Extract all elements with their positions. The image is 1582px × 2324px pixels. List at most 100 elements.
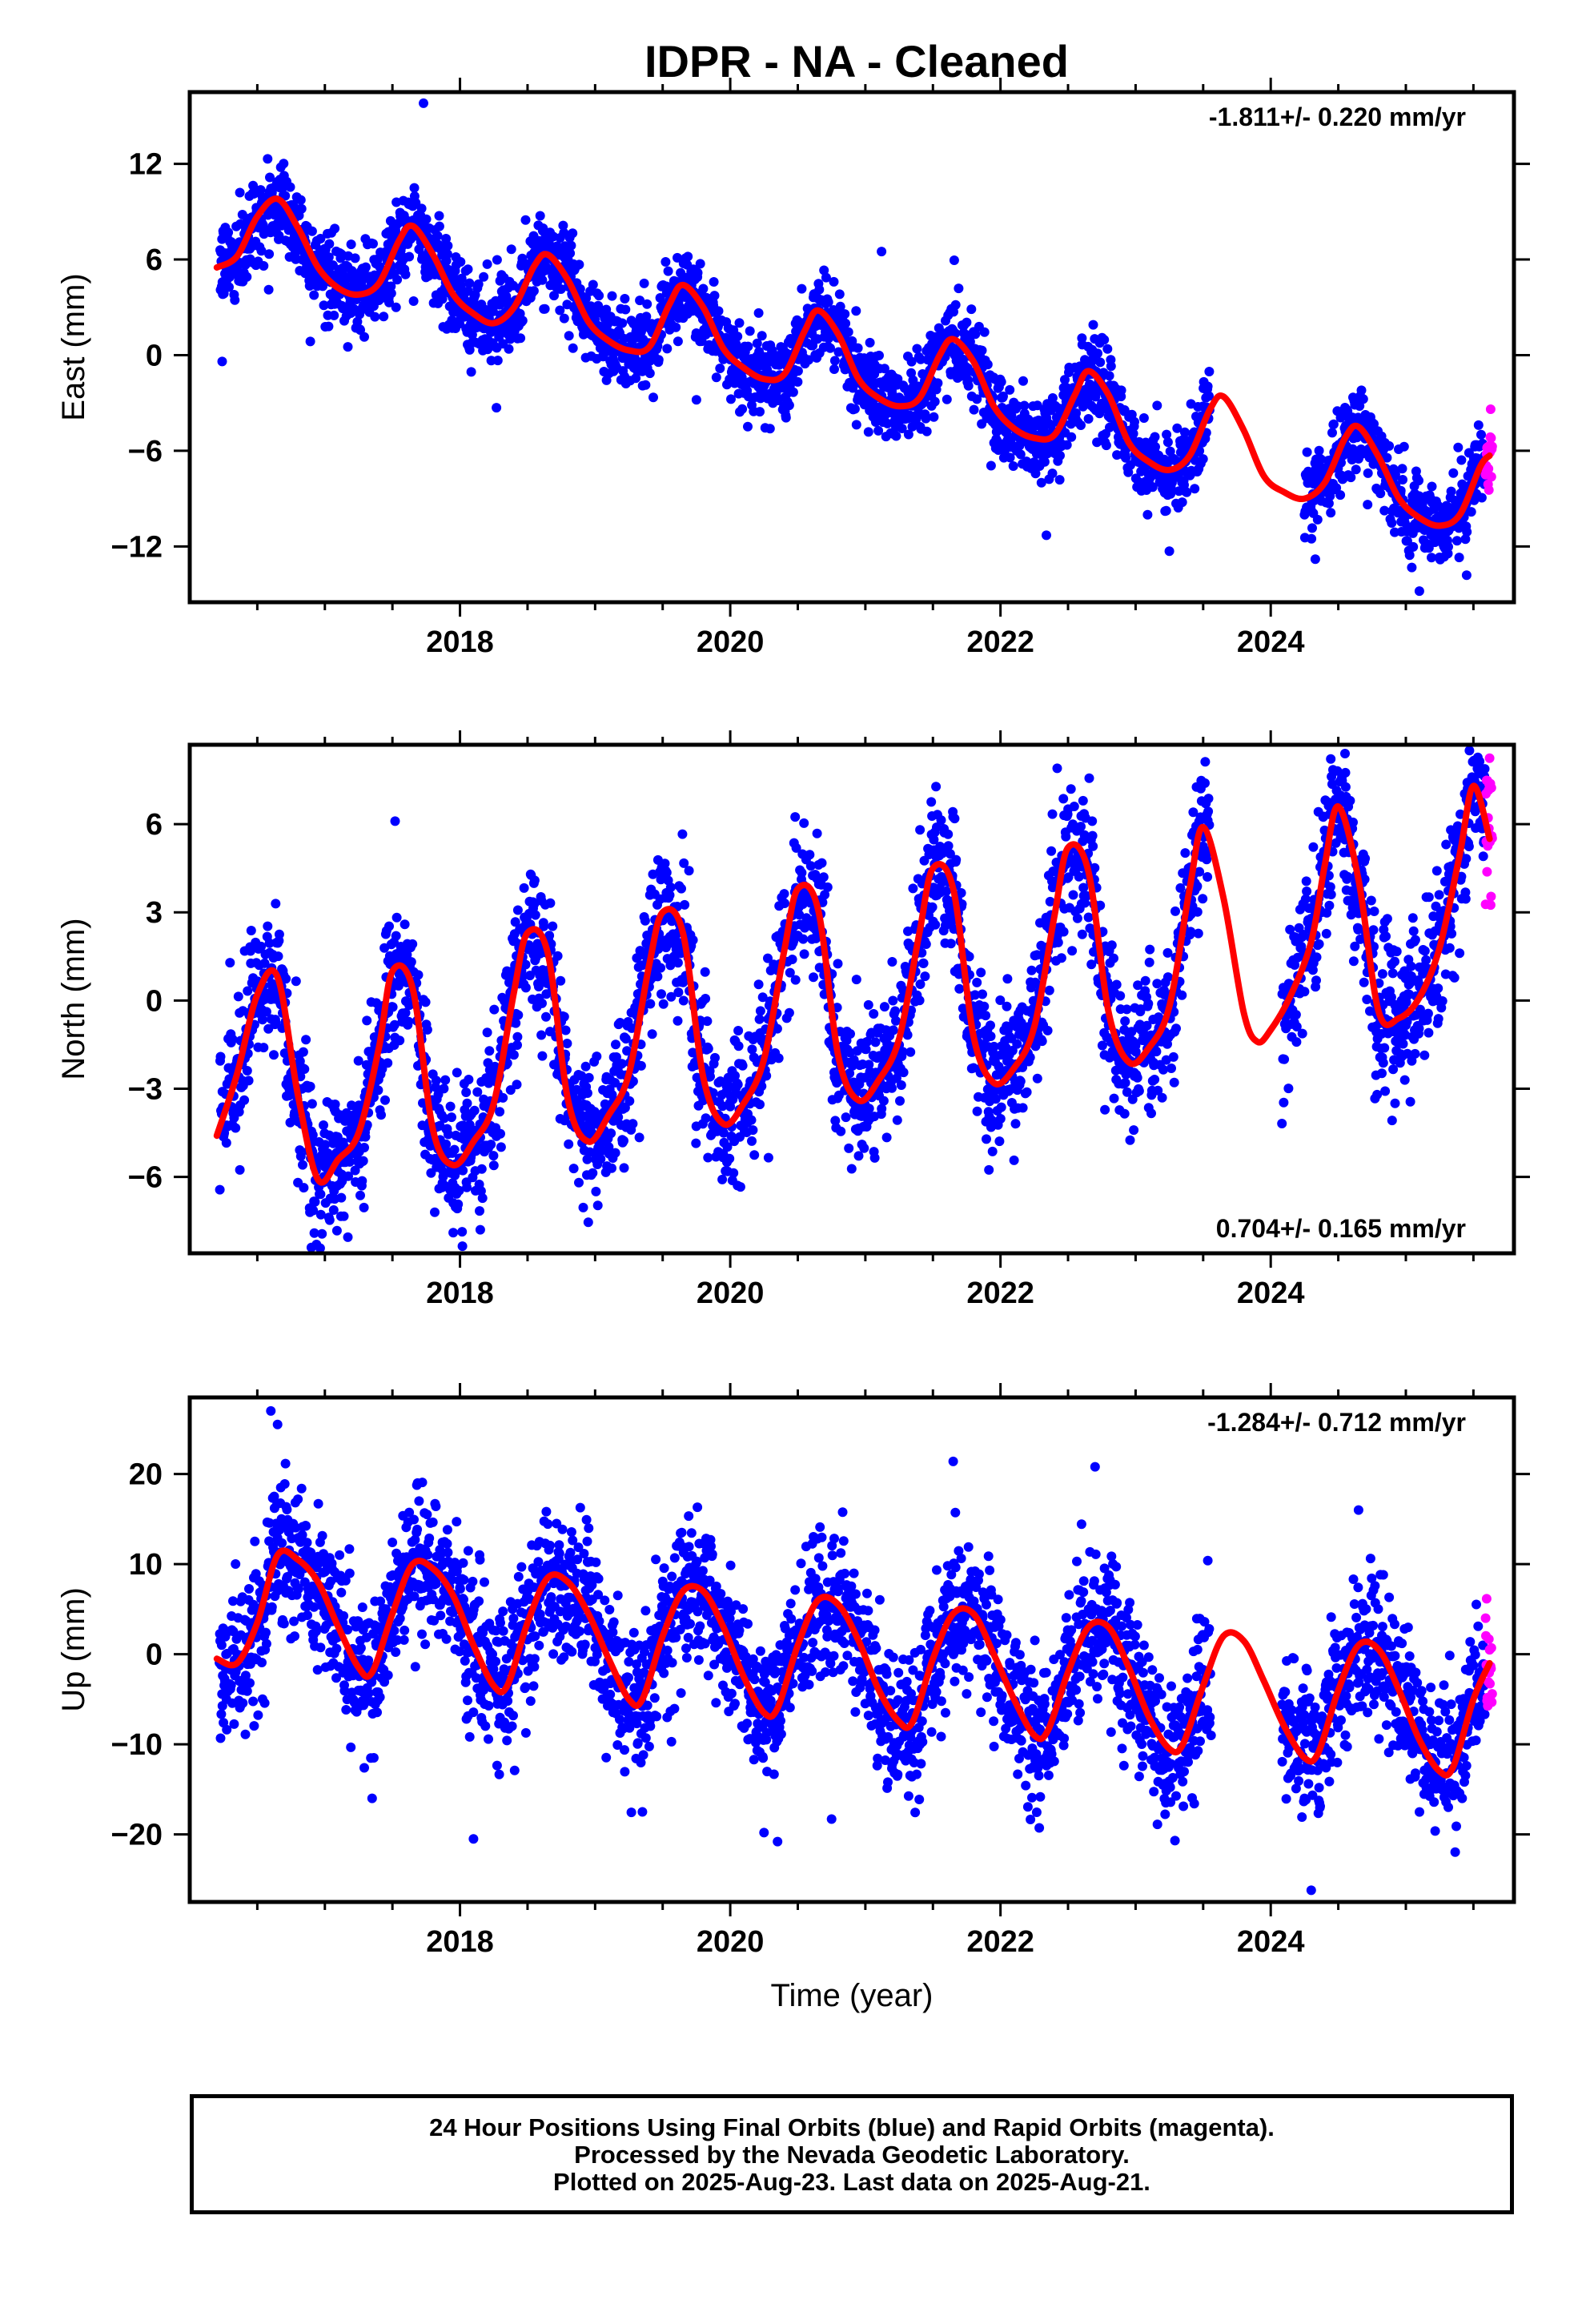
final-orbit-point [221, 1138, 231, 1148]
final-orbit-point [422, 1024, 432, 1035]
final-orbit-point [730, 1071, 740, 1081]
final-orbit-point [648, 392, 658, 403]
final-orbit-point [384, 297, 394, 308]
final-orbit-point [845, 1029, 855, 1039]
final-orbit-point [972, 394, 982, 404]
final-orbit-point [1466, 507, 1476, 517]
final-orbit-point [950, 300, 961, 310]
final-orbit-point [1328, 419, 1339, 429]
final-orbit-point [998, 391, 1008, 401]
final-orbit-point [722, 1142, 733, 1152]
final-orbit-point [888, 1025, 898, 1035]
final-orbit-point [462, 1098, 472, 1108]
final-orbit-point [223, 227, 234, 238]
final-orbit-point [1088, 320, 1098, 330]
final-orbit-point [1443, 541, 1453, 552]
final-orbit-point [1130, 416, 1139, 427]
final-orbit-point [1060, 375, 1070, 385]
final-orbit-point [701, 1113, 711, 1124]
final-orbit-point [315, 1189, 326, 1200]
final-orbit-point [476, 1164, 487, 1174]
final-orbit-point [772, 1023, 782, 1034]
final-orbit-point [456, 257, 466, 267]
final-orbit-point [1015, 449, 1026, 460]
final-orbit-point [305, 336, 315, 347]
final-orbit-point [1307, 523, 1317, 533]
final-orbit-point [323, 252, 334, 263]
final-orbit-point [261, 1007, 271, 1017]
final-orbit-point [660, 858, 670, 869]
final-orbit-point [709, 291, 720, 301]
x-tick-label: 2022 [966, 625, 1034, 659]
final-orbit-point [1179, 427, 1190, 437]
final-orbit-point [873, 425, 884, 436]
final-orbit-point [309, 290, 319, 300]
final-orbit-point [823, 297, 833, 308]
final-orbit-point [804, 355, 814, 365]
final-orbit-point [970, 329, 981, 340]
final-orbit-point [930, 396, 940, 407]
final-orbit-point [1390, 469, 1400, 480]
final-orbit-point [1363, 500, 1373, 510]
final-orbit-point [482, 259, 492, 269]
final-orbit-point [879, 1002, 889, 1012]
final-orbit-point [537, 275, 548, 285]
final-orbit-point [834, 289, 845, 300]
final-orbit-point [1162, 437, 1173, 448]
final-orbit-point [790, 812, 801, 822]
final-orbit-point [529, 875, 540, 886]
final-orbit-point [784, 400, 794, 411]
final-orbit-point [360, 1132, 371, 1142]
final-orbit-point [359, 1143, 369, 1152]
final-orbit-point [921, 426, 932, 436]
final-orbit-point [336, 1192, 347, 1203]
final-orbit-point [852, 1046, 862, 1056]
final-orbit-point [512, 1031, 523, 1042]
final-orbit-point [559, 313, 569, 324]
final-orbit-point [574, 259, 584, 270]
final-orbit-point [718, 1128, 729, 1138]
final-orbit-point [812, 828, 822, 838]
final-orbit-point [1427, 481, 1437, 492]
final-orbit-point [347, 1100, 357, 1111]
final-orbit-point [273, 951, 283, 962]
final-orbit-point [785, 967, 795, 978]
final-orbit-point [263, 921, 273, 931]
final-orbit-point [784, 1007, 794, 1018]
final-orbit-point [1384, 440, 1395, 451]
final-orbit-point [829, 356, 840, 366]
final-orbit-point [552, 951, 563, 961]
final-orbit-point [841, 1112, 851, 1123]
final-orbit-point [874, 350, 884, 360]
final-orbit-point [956, 888, 966, 898]
final-orbit-point [620, 294, 630, 304]
model-fit-line [213, 195, 1493, 529]
final-orbit-point [665, 960, 676, 971]
final-orbit-point [895, 1096, 905, 1106]
final-orbit-point [673, 987, 684, 998]
final-orbit-point [588, 279, 598, 290]
x-tick-label: 2020 [697, 625, 765, 659]
final-orbit-point [386, 281, 396, 292]
final-orbit-point [1358, 394, 1368, 404]
final-orbit-point [281, 974, 291, 984]
final-orbit-point [464, 344, 475, 355]
final-orbit-point [1099, 335, 1110, 345]
final-orbit-point [215, 1051, 226, 1062]
final-orbit-point [243, 1076, 254, 1086]
final-orbit-point [504, 344, 514, 354]
final-orbit-point [391, 226, 401, 236]
final-orbit-point [484, 1078, 494, 1088]
final-orbit-point [755, 407, 765, 417]
final-orbit-point [754, 1014, 765, 1024]
final-orbit-point [724, 1082, 734, 1092]
final-orbit-point [568, 343, 578, 353]
final-orbit-point [1062, 440, 1072, 450]
final-orbit-point [607, 1163, 616, 1173]
final-orbit-point [897, 424, 907, 433]
final-orbit-point [484, 1046, 495, 1056]
final-orbit-point [1138, 413, 1149, 423]
final-orbit-point [373, 1085, 383, 1096]
final-orbit-point [1310, 554, 1320, 565]
final-orbit-point [505, 1085, 516, 1096]
